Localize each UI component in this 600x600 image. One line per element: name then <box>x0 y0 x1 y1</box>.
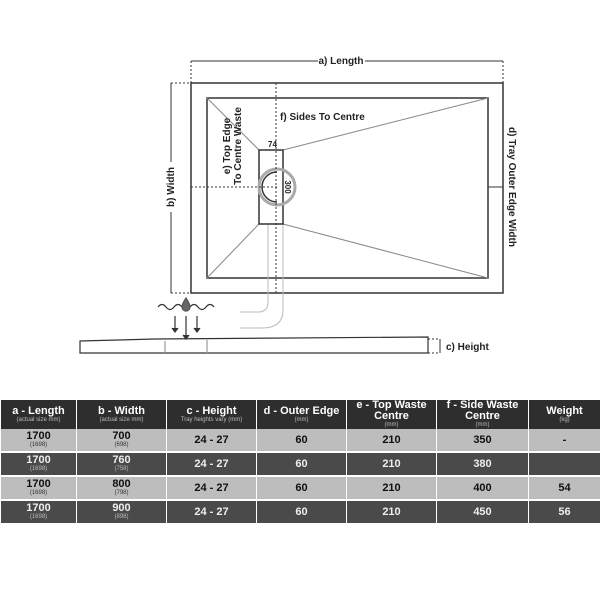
cell-side-waste: 400 <box>436 476 529 501</box>
tray-outer-outline <box>190 82 504 294</box>
cell-top-waste: 210 <box>346 476 437 501</box>
header-length: a - Length (actual size mm) <box>0 400 77 429</box>
cell-outer-edge: 60 <box>256 452 347 477</box>
cell-length: 1700 (1698) <box>0 452 77 477</box>
cell-length: 1700 (1698) <box>0 429 77 453</box>
cell-top-waste: 210 <box>346 429 437 453</box>
cell-width: 760 (758) <box>76 452 167 477</box>
table-header: a - Length (actual size mm) b - Width (act… <box>0 400 600 429</box>
dimension-lines <box>170 60 503 353</box>
cell-height: 24 - 27 <box>166 452 257 477</box>
cell-height: 24 - 27 <box>166 429 257 453</box>
cell-weight: - <box>528 429 600 453</box>
top-edge-label-1: e) Top Edge <box>222 117 233 174</box>
cell-weight: 56 <box>528 500 600 525</box>
table-row: 1700 (1698) 760 (758) 24 - 27 60 210 380 <box>0 452 600 477</box>
table-row: 1700 (1698) 800 (798) 24 - 27 60 210 400 54 <box>0 476 600 501</box>
specification-table: a - Length (actual size mm) b - Width (act… <box>0 400 600 525</box>
tray-side-profile <box>79 336 429 354</box>
cell-side-waste: 450 <box>436 500 529 525</box>
header-weight: Weight (kg) <box>528 400 600 429</box>
height-label: c) Height <box>446 342 489 353</box>
header-outer-edge: d - Outer Edge (mm) <box>256 400 347 429</box>
width-label: b) Width <box>166 167 177 207</box>
cell-length: 1700 (1698) <box>0 500 77 525</box>
cell-outer-edge: 60 <box>256 429 347 453</box>
top-edge-label-2: To Centre Waste <box>233 107 244 185</box>
header-side-waste: f - Side Waste Centre (mm) <box>436 400 529 429</box>
outer-edge-label: d) Tray Outer Edge Width <box>506 127 517 247</box>
waste-length-label: 300 <box>283 180 292 194</box>
waste-width-label: 74 <box>268 140 277 149</box>
table-row: 1700 (1698) 900 (898) 24 - 27 60 210 450 56 <box>0 500 600 525</box>
cell-height: 24 - 27 <box>166 500 257 525</box>
cell-width: 700 (698) <box>76 429 167 453</box>
cell-width: 900 (898) <box>76 500 167 525</box>
shower-tray-diagram: a) Length b) Width d) Tray Outer Edge Wi… <box>79 56 517 354</box>
header-width: b - Width (actual size mm) <box>76 400 167 429</box>
cell-weight: 54 <box>528 476 600 501</box>
tray-inner-outline <box>206 97 489 279</box>
cell-outer-edge: 60 <box>256 476 347 501</box>
cell-top-waste: 210 <box>346 500 437 525</box>
slope-lines <box>206 97 489 279</box>
waste-pipe <box>240 224 284 329</box>
cell-height: 24 - 27 <box>166 476 257 501</box>
cell-outer-edge: 60 <box>256 500 347 525</box>
sides-to-centre-label: f) Sides To Centre <box>280 112 365 123</box>
cell-weight <box>528 452 600 477</box>
header-top-waste: e - Top Waste Centre (mm) <box>346 400 437 429</box>
cell-side-waste: 380 <box>436 452 529 477</box>
length-label: a) Length <box>319 56 364 67</box>
dimension-guides <box>171 61 504 354</box>
cell-top-waste: 210 <box>346 452 437 477</box>
water-drain-icon <box>157 296 215 340</box>
table-row: 1700 (1698) 700 (698) 24 - 27 60 210 350- <box>0 429 600 453</box>
cell-side-waste: 350 <box>436 429 529 453</box>
cell-length: 1700 (1698) <box>0 476 77 501</box>
cell-width: 800 (798) <box>76 476 167 501</box>
header-height: c - Height Tray heights vary (mm) <box>166 400 257 429</box>
